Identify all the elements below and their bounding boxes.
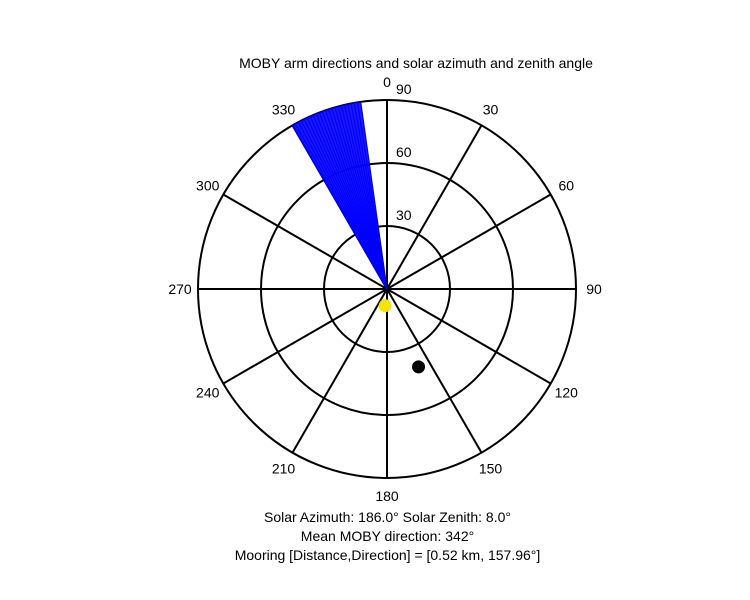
mooring-caption: Mooring [Distance,Direction] = [0.52 km,… — [234, 547, 541, 563]
angle-tick-label: 210 — [272, 460, 296, 476]
angle-tick-label: 300 — [196, 178, 220, 194]
angle-spoke — [386, 193, 552, 290]
angle-spoke — [386, 124, 483, 290]
radial-tick-label: 30 — [396, 207, 412, 223]
angle-tick-label: 30 — [483, 102, 499, 118]
angle-tick-label: 150 — [479, 460, 503, 476]
radial-tick-label: 90 — [396, 81, 412, 97]
angle-tick-label: 60 — [558, 178, 574, 194]
angle-tick-label: 0 — [383, 74, 391, 90]
angle-tick-label: 120 — [555, 385, 579, 401]
solar-angles-caption: Solar Azimuth: 186.0° Solar Zenith: 8.0° — [264, 509, 511, 525]
moby-arm-direction-line — [360, 101, 388, 290]
sun-marker — [378, 299, 392, 313]
chart-title: MOBY arm directions and solar azimuth an… — [239, 55, 593, 71]
angle-tick-label: 270 — [168, 281, 192, 297]
mooring-marker — [412, 360, 426, 374]
angle-spoke — [222, 288, 388, 385]
radial-tick-label: 60 — [396, 144, 412, 160]
angle-tick-label: 90 — [586, 281, 602, 297]
angle-tick-label: 180 — [375, 488, 399, 504]
angle-tick-label: 330 — [272, 102, 296, 118]
mean-direction-caption: Mean MOBY direction: 342° — [300, 528, 475, 544]
angle-spoke — [386, 288, 552, 385]
angle-spoke — [386, 288, 483, 454]
angle-spoke — [291, 288, 388, 454]
angle-spoke — [222, 193, 388, 290]
angle-tick-label: 240 — [196, 385, 220, 401]
